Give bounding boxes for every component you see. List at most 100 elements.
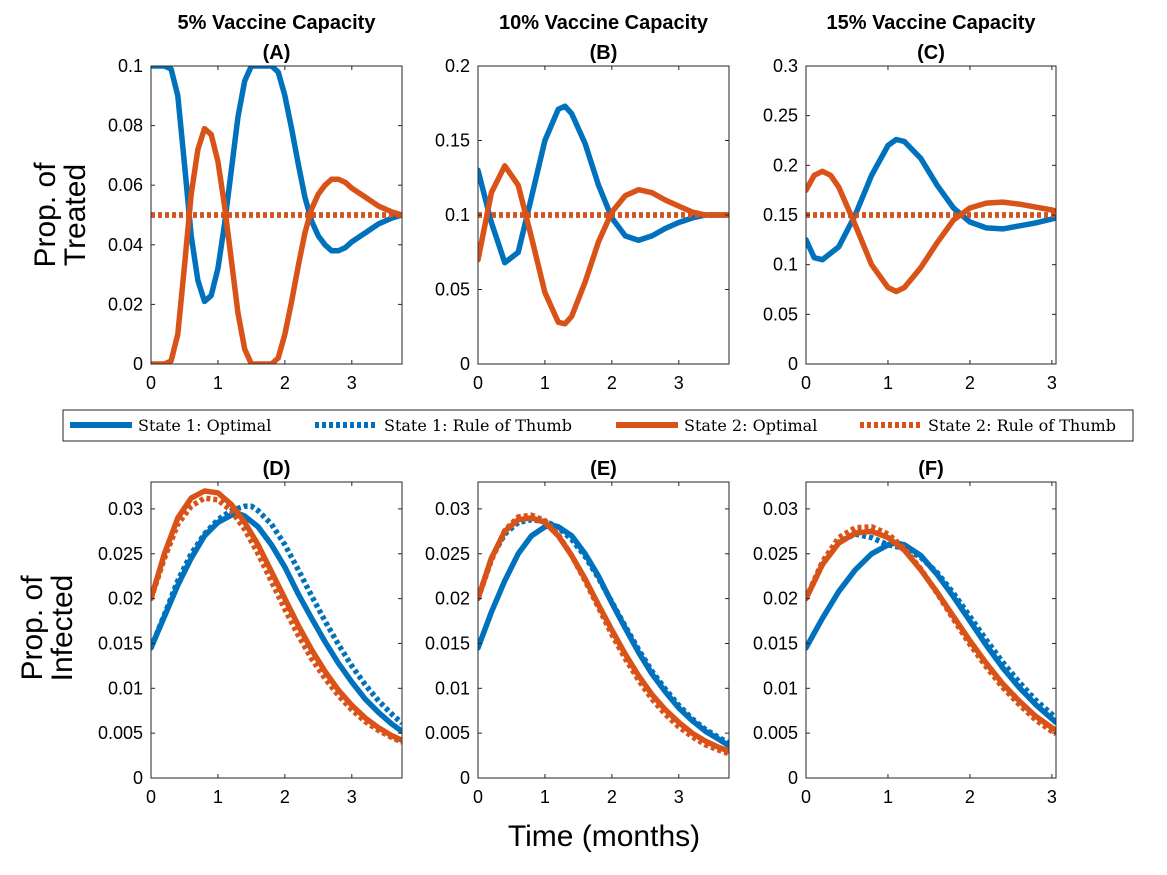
- panel-b-ytick-label: 0.15: [435, 131, 470, 151]
- panel-f-lines: [806, 524, 1056, 737]
- legend-label-state1-rule: State 1: Rule of Thumb: [384, 416, 572, 435]
- panel-f-xtick-label: 1: [883, 787, 893, 807]
- panel-d-plot-area: [151, 482, 402, 778]
- panel-f-ytick-label: 0.02: [763, 589, 798, 609]
- panel-e-panel-label: (E): [590, 458, 617, 480]
- panel-c: 0 1 2 3 0 0.05 0.1 0.15 0.2 0.25 0.3 15% Vaccine Ca…: [763, 12, 1057, 393]
- legend-box: [62, 409, 1134, 442]
- panel-d-ytick-label: 0.005: [98, 723, 143, 743]
- panel-a-ytick-label: 0.04: [108, 235, 143, 255]
- panel-d-lines: [151, 488, 402, 745]
- panel-b-ytick-label: 0.05: [435, 280, 470, 300]
- panel-c-series-optimal-state1: [806, 136, 1056, 263]
- panel-f-series-optimal-state1: [806, 540, 1056, 726]
- panel-e-ytick-label: 0: [460, 768, 470, 788]
- panel-c-xtick-label: 1: [883, 373, 893, 393]
- panel-e-ytick-label: 0.03: [435, 499, 470, 519]
- panel-a-ytick-label: 0.1: [118, 56, 143, 76]
- panel-f-ytick-label: 0.01: [763, 678, 798, 698]
- panel-d-panel-label: (D): [263, 458, 291, 480]
- panel-f-plot-area: [806, 482, 1056, 778]
- panel-e-xtick-label: 2: [607, 787, 617, 807]
- panel-e-axes-box: [477, 481, 730, 779]
- panel-a: 0 1 2 3 0 0.02 0.04 0.06 0.08 0.1 5% Vaccine Capac…: [108, 12, 403, 393]
- ylabel-bottom-line1: Prop. of: [16, 575, 49, 681]
- panel-d-xtick-label: 1: [213, 787, 223, 807]
- panel-c-xtick-label: 2: [965, 373, 975, 393]
- panel-e-xtick-label: 1: [540, 787, 550, 807]
- legend-label-state1-optimal: State 1: Optimal: [138, 416, 271, 435]
- panel-e-series-rule-of-thumb-state2: [478, 512, 729, 757]
- panel-c-xtick-label: 3: [1047, 373, 1057, 393]
- panel-d-series-rule-of-thumb-state1: [151, 503, 402, 726]
- panel-b-xtick-label: 0: [473, 373, 483, 393]
- panel-f-xtick-label: 3: [1047, 787, 1057, 807]
- panel-c-ytick-label: 0.25: [763, 106, 798, 126]
- panel-f-xtick-label: 2: [965, 787, 975, 807]
- panel-d-xtick-label: 2: [280, 787, 290, 807]
- panel-a-xtick-label: 2: [280, 373, 290, 393]
- panel-f-ytick-label: 0.03: [763, 499, 798, 519]
- panel-a-plot-area: [151, 66, 402, 364]
- panel-a-xtick-label: 3: [347, 373, 357, 393]
- legend-label-state2-optimal: State 2: Optimal: [684, 416, 817, 435]
- ylabel-top-line1: Prop. of: [29, 162, 62, 268]
- panel-d-ytick-label: 0.01: [108, 678, 143, 698]
- panel-e: 0 1 2 3 0 0.005 0.01 0.015 0.02 0.025 0.03 (E): [425, 458, 730, 807]
- panel-c-plot-area: [806, 66, 1056, 364]
- panel-e-ytick-label: 0.01: [435, 678, 470, 698]
- panel-f-ytick-label: 0.015: [753, 633, 798, 653]
- legend-label-state2-rule: State 2: Rule of Thumb: [928, 416, 1116, 435]
- panel-d-xtick-label: 0: [146, 787, 156, 807]
- panel-d-ytick-label: 0.025: [98, 544, 143, 564]
- panel-b-ytick-label: 0.1: [445, 205, 470, 225]
- panel-d: 0 1 2 3 0 0.005 0.01 0.015 0.02 0.025 0.03 (D): [98, 458, 403, 807]
- panel-f-ytick-label: 0.005: [753, 723, 798, 743]
- panel-c-xtick-label: 0: [801, 373, 811, 393]
- panel-f-xtick-label: 0: [801, 787, 811, 807]
- panel-a-ytick-label: 0.02: [108, 294, 143, 314]
- panel-c-ytick-label: 0: [788, 354, 798, 374]
- panel-c-title: 15% Vaccine Capacity: [826, 12, 1036, 34]
- panel-c-ytick-label: 0.3: [773, 56, 798, 76]
- panel-e-ytick-label: 0.015: [425, 633, 470, 653]
- panel-d-ytick-label: 0.02: [108, 589, 143, 609]
- panel-d-ytick-label: 0.015: [98, 633, 143, 653]
- panel-e-ytick-label: 0.02: [435, 589, 470, 609]
- panel-a-axes-box: [150, 65, 403, 365]
- panel-b: 0 1 2 3 0 0.05 0.1 0.15 0.2 10% Vaccine Capacity (…: [435, 12, 730, 393]
- panel-c-ytick-label: 0.2: [773, 155, 798, 175]
- panel-f-panel-label: (F): [918, 458, 944, 480]
- panel-a-xtick-label: 0: [146, 373, 156, 393]
- panel-b-panel-label: (B): [590, 42, 618, 64]
- panel-c-panel-label: (C): [917, 42, 945, 64]
- panel-a-panel-label: (A): [263, 42, 291, 64]
- panel-a-ytick-label: 0: [133, 354, 143, 374]
- panel-e-xtick-label: 3: [674, 787, 684, 807]
- panel-d-ytick-label: 0.03: [108, 499, 143, 519]
- panel-d-ytick-label: 0: [133, 768, 143, 788]
- panel-c-lines: [806, 136, 1056, 295]
- panel-b-title: 10% Vaccine Capacity: [499, 12, 709, 34]
- panel-a-xtick-label: 1: [213, 373, 223, 393]
- panel-a-ytick-label: 0.06: [108, 175, 143, 195]
- panel-b-series-optimal-state2: [478, 163, 729, 327]
- panel-b-xtick-label: 2: [607, 373, 617, 393]
- ylabel-top-line2: Treated: [59, 164, 92, 266]
- ylabel-bottom-line2: Infected: [46, 575, 79, 682]
- panel-c-series-optimal-state2: [806, 168, 1056, 295]
- panel-b-ytick-label: 0.2: [445, 56, 470, 76]
- panel-d-axes-box: [150, 481, 403, 779]
- panel-f-ytick-label: 0.025: [753, 544, 798, 564]
- panel-e-ytick-label: 0.005: [425, 723, 470, 743]
- panel-e-lines: [478, 512, 729, 757]
- panel-d-series-optimal-state2: [151, 488, 402, 744]
- panel-b-xtick-label: 1: [540, 373, 550, 393]
- panel-d-xtick-label: 3: [347, 787, 357, 807]
- panel-a-ytick-label: 0.08: [108, 116, 143, 136]
- panel-f-axes-box: [805, 481, 1057, 779]
- panel-f: 0 1 2 3 0 0.005 0.01 0.015 0.02 0.025 0.03 (F): [753, 458, 1057, 807]
- xlabel: Time (months): [508, 820, 700, 853]
- panel-a-lines: [151, 66, 402, 364]
